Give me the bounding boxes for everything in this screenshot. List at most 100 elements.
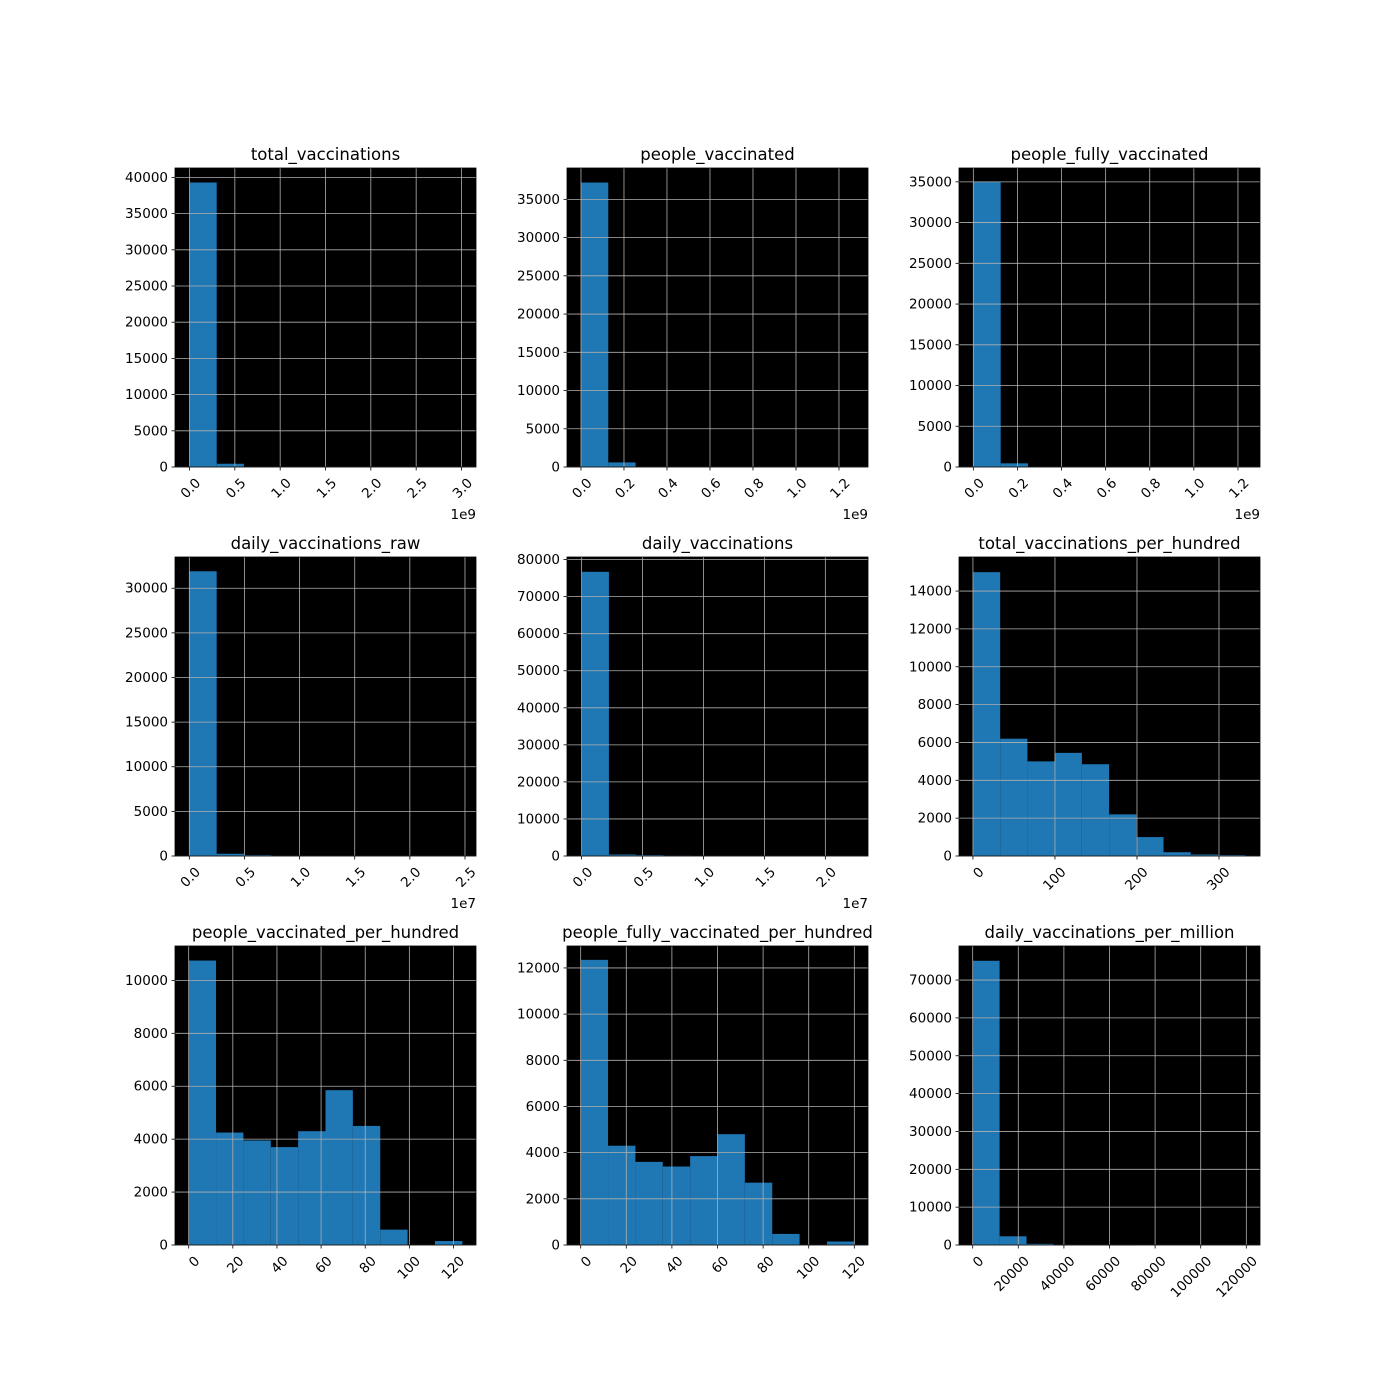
subplot-title: daily_vaccinations (642, 534, 793, 554)
x-tick-label: 40 (268, 1253, 291, 1276)
histogram-bar (972, 572, 1001, 856)
x-tick-label: 2.0 (359, 475, 386, 502)
x-tick-label: 0.6 (698, 475, 725, 502)
x-tick-label: 80000 (1128, 1253, 1170, 1295)
y-tick-label: 60000 (909, 1010, 952, 1026)
x-offset-label: 1e9 (451, 507, 476, 523)
y-tick-label: 5000 (918, 419, 952, 435)
x-tick-label: 2.5 (404, 475, 431, 502)
y-tick-label: 35000 (125, 206, 168, 222)
y-tick-label: 10000 (125, 387, 168, 403)
x-tick-label: 0.5 (631, 864, 658, 891)
y-tick-label: 0 (943, 849, 952, 865)
x-tick-label: 100 (794, 1253, 824, 1283)
x-tick-label: 1.0 (288, 864, 315, 891)
x-tick-label: 0.2 (612, 475, 639, 502)
y-tick-label: 14000 (909, 584, 952, 600)
subplot-daily-vaccinations-raw: 0 5000 10000 15000 20000 25000 30000 0.0 0.5 1.0 1… (125, 534, 480, 912)
plot-area (959, 168, 1260, 467)
histogram-bar (434, 1241, 463, 1245)
y-tick-label: 4000 (526, 1145, 560, 1161)
x-tick-label: 80 (356, 1253, 379, 1276)
x-tick-label: 1.5 (343, 864, 370, 891)
histogram-bar (635, 1161, 663, 1245)
y-tick-label: 25000 (909, 256, 952, 272)
histogram-bar (690, 1156, 718, 1245)
histogram-bars (189, 571, 354, 857)
x-tick-label: 1.0 (1182, 475, 1209, 502)
y-tick-label: 70000 (909, 973, 952, 989)
x-tick-label: 0.4 (655, 475, 682, 502)
y-tick-label: 35000 (517, 192, 560, 208)
histogram-bar (744, 1182, 773, 1245)
x-offset-label: 1e7 (451, 896, 476, 912)
x-tick-label: 0 (186, 1253, 203, 1270)
histogram-bars (972, 960, 1135, 1246)
x-tick-label: 1.0 (268, 475, 295, 502)
x-tick-label: 1.0 (692, 864, 719, 891)
histogram-bars (972, 572, 1246, 856)
axes-frame (174, 945, 477, 1246)
histogram-bar (636, 855, 664, 856)
histogram-bar (662, 1166, 691, 1245)
axes-frame (958, 556, 1261, 857)
histogram-bar (1054, 752, 1082, 856)
histogram-bar (270, 1147, 299, 1245)
histogram-bar (580, 182, 609, 467)
histogram-bar (216, 463, 244, 467)
y-tick-label: 5000 (526, 421, 560, 437)
histogram-bar (826, 1241, 855, 1245)
y-tick-label: 12000 (517, 960, 560, 976)
histogram-bar (1109, 814, 1137, 856)
subplot-title: daily_vaccinations_per_million (984, 923, 1234, 943)
x-tick-label: 0 (970, 864, 987, 881)
x-tick-label: 0.0 (177, 864, 204, 891)
x-tick-label: 0.2 (1006, 475, 1033, 502)
y-tick-label: 25000 (517, 268, 560, 284)
y-tick-label: 10000 (125, 759, 168, 775)
histogram-bar (188, 960, 217, 1245)
histogram-bar (1136, 837, 1164, 856)
x-tick-label: 0.8 (741, 475, 768, 502)
subplot-total-vaccinations: 0 5000 10000 15000 20000 25000 30000 35000 40000… (125, 145, 477, 523)
axes-frame (174, 556, 477, 857)
x-tick-label: 2.0 (398, 864, 425, 891)
y-tick-label: 10000 (909, 1200, 952, 1216)
x-tick-label: 1.0 (784, 475, 811, 502)
histogram-bar (608, 462, 636, 467)
y-tick-label: 10000 (517, 1007, 560, 1023)
y-tick-label: 4000 (918, 773, 952, 789)
x-tick-label: 0.0 (178, 475, 205, 502)
histogram-bar (1026, 1243, 1054, 1245)
x-tick-label: 20 (617, 1253, 640, 1276)
y-tick-label: 4000 (134, 1132, 168, 1148)
y-tick-label: 10000 (909, 659, 952, 675)
histogram-bar (1163, 852, 1191, 856)
x-tick-label: 120 (839, 1253, 869, 1283)
x-offset-label: 1e7 (843, 896, 868, 912)
x-tick-label: 1.5 (314, 475, 341, 502)
x-tick-label: 3.0 (450, 475, 477, 502)
subplot-daily-vaccinations: 0 10000 20000 30000 40000 50000 60000 70000 8000… (517, 534, 869, 912)
histogram-bars (188, 960, 463, 1245)
y-tick-label: 12000 (909, 621, 952, 637)
y-tick-label: 15000 (517, 345, 560, 361)
y-tick-label: 20000 (909, 297, 952, 313)
y-tick-label: 6000 (918, 735, 952, 751)
x-tick-label: 60 (709, 1253, 732, 1276)
y-tick-label: 15000 (125, 351, 168, 367)
y-tick-label: 35000 (909, 174, 952, 190)
subplot-title: total_vaccinations_per_hundred (978, 534, 1240, 554)
x-tick-label: 0.0 (961, 475, 988, 502)
y-tick-label: 30000 (517, 737, 560, 753)
y-tick-label: 0 (159, 1238, 168, 1254)
y-tick-label: 20000 (517, 307, 560, 323)
y-tick-label: 6000 (526, 1099, 560, 1115)
histogram-bar (972, 960, 1000, 1245)
y-tick-label: 30000 (909, 1124, 952, 1140)
x-offset-label: 1e9 (1235, 507, 1260, 523)
y-tick-label: 50000 (517, 663, 560, 679)
y-tick-label: 70000 (517, 589, 560, 605)
y-tick-label: 2000 (918, 811, 952, 827)
subplot-people-fully-vaccinated: 0 5000 10000 15000 20000 25000 30000 35000 0.0 0.… (909, 145, 1261, 523)
